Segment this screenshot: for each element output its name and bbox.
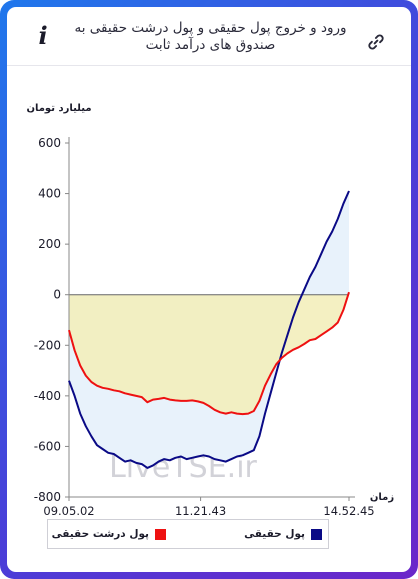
card-header: i ورود و خروج پول حقیقی و پول درشت حقیقی…	[7, 7, 411, 66]
chart-title: ورود و خروج پول حقیقی و پول درشت حقیقی ب…	[74, 20, 347, 53]
legend-swatch-real-money	[311, 528, 322, 540]
y-tick-label: -400	[34, 389, 61, 403]
y-tick-label: -800	[34, 490, 61, 504]
area-chart: LiveTSE.ir6004002000-200-400-600-80009.0…	[26, 103, 394, 518]
legend-swatch-big-real-money	[155, 528, 166, 540]
y-tick-label: -600	[34, 439, 61, 453]
x-tick-label: 09.05.02	[43, 504, 94, 517]
legend-label-real-money: پول حقیقی	[244, 528, 305, 540]
x-tick-label: 11.21.43	[175, 504, 226, 517]
chart-legend: پول درشت حقیقی پول حقیقی	[47, 519, 329, 549]
y-tick-label: -200	[34, 338, 61, 352]
series-line-big-real-money	[68, 291, 350, 416]
y-tick-label: 400	[38, 187, 61, 201]
y-tick-label: 600	[38, 136, 61, 150]
info-icon[interactable]: i	[38, 21, 48, 50]
x-tick-label: 14.52.45	[323, 504, 374, 517]
y-axis-label: میلیارد تومان	[26, 103, 91, 114]
x-axis-label: زمان	[370, 492, 394, 503]
chart-card: i ورود و خروج پول حقیقی و پول درشت حقیقی…	[7, 7, 411, 572]
link-icon[interactable]	[366, 32, 386, 52]
chart-area: LiveTSE.ir 600 400 200 0 -200 -400 -600 -800 09.0…	[7, 67, 411, 518]
y-tick-label: 0	[53, 288, 61, 302]
series-line-real-money	[68, 190, 350, 469]
legend-label-big-real-money: پول درشت حقیقی	[51, 528, 149, 540]
legend-item-big-real-money[interactable]: پول درشت حقیقی	[52, 520, 166, 548]
y-tick-label: 200	[38, 237, 61, 251]
legend-item-real-money[interactable]: پول حقیقی	[174, 520, 322, 548]
area-fill-big-real-money	[69, 292, 349, 415]
